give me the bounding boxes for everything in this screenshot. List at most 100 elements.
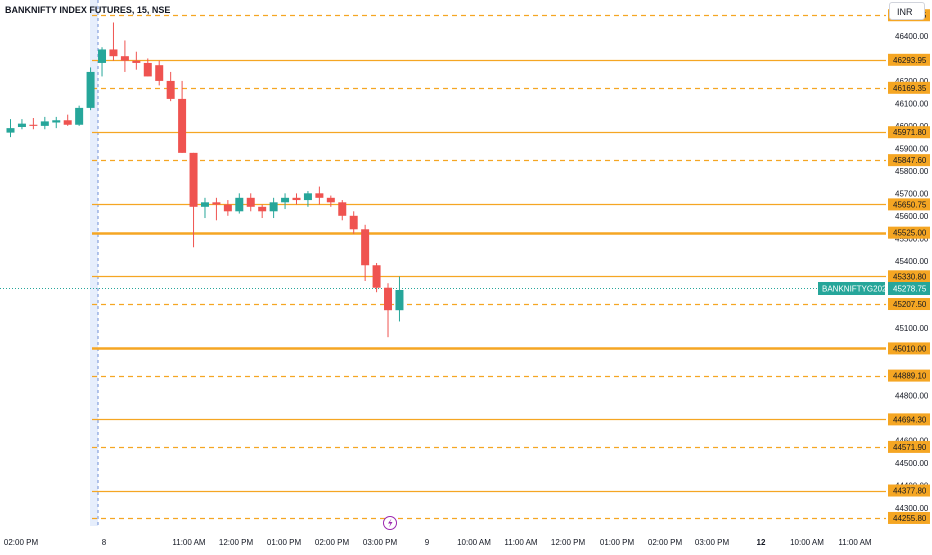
candle-12[interactable]	[143, 58, 152, 77]
svg-text:45650.75: 45650.75	[893, 200, 927, 209]
candle-33[interactable]	[384, 283, 393, 338]
candle-25[interactable]	[292, 193, 301, 205]
candle-16[interactable]	[189, 152, 198, 248]
candle-21[interactable]	[246, 193, 255, 212]
candle-3[interactable]	[40, 116, 49, 130]
candle-4[interactable]	[52, 116, 61, 129]
level-price-label: 44377.80	[888, 484, 930, 497]
candle-24[interactable]	[281, 193, 290, 210]
svg-text:45010.00: 45010.00	[893, 344, 927, 353]
candle-30[interactable]	[349, 211, 358, 234]
svg-text:44255.80: 44255.80	[893, 514, 927, 523]
svg-text:45847.60: 45847.60	[893, 156, 927, 165]
lightning-icon[interactable]	[383, 516, 397, 530]
level-price-label: 45525.00	[888, 226, 930, 239]
y-tick-label: 46400.00	[895, 32, 929, 41]
candle-11[interactable]	[132, 51, 141, 70]
x-tick-label: 02:00 PM	[315, 538, 350, 547]
candle-1[interactable]	[17, 119, 26, 130]
candle-14[interactable]	[166, 71, 175, 102]
x-tick-label: 12:00 PM	[219, 538, 254, 547]
y-tick-label: 46100.00	[895, 99, 929, 108]
x-tick-label: 03:00 PM	[363, 538, 398, 547]
candle-31[interactable]	[361, 224, 370, 281]
candle-8[interactable]	[98, 47, 107, 77]
x-tick-label: 12	[757, 538, 766, 547]
level-price-label: 46293.95	[888, 53, 930, 66]
candle-2[interactable]	[29, 118, 38, 130]
svg-text:45278.75: 45278.75	[893, 285, 927, 294]
y-tick-label: 45100.00	[895, 324, 929, 333]
candle-6[interactable]	[75, 105, 84, 126]
candle-18[interactable]	[212, 197, 221, 221]
svg-text:45330.80: 45330.80	[893, 272, 927, 281]
y-tick-label: 44300.00	[895, 504, 929, 513]
svg-text:46293.95: 46293.95	[893, 56, 927, 65]
x-tick-label: 02:00 PM	[4, 538, 39, 547]
x-tick-label: 8	[102, 538, 107, 547]
svg-text:45207.50: 45207.50	[893, 300, 927, 309]
y-tick-label: 45700.00	[895, 189, 929, 198]
svg-text:44571.90: 44571.90	[893, 443, 927, 452]
candle-28[interactable]	[326, 195, 335, 207]
candle-0[interactable]	[6, 119, 15, 138]
candle-26[interactable]	[303, 191, 312, 207]
level-price-label: 45847.60	[888, 154, 930, 167]
level-price-label: 45971.80	[888, 126, 930, 139]
x-tick-label: 11:00 AM	[172, 538, 206, 547]
candle-29[interactable]	[338, 200, 347, 221]
last-price-label: 45278.75	[888, 282, 930, 295]
candle-19[interactable]	[223, 200, 232, 216]
x-tick-label: 12:00 PM	[551, 538, 586, 547]
candle-5[interactable]	[63, 114, 72, 126]
candle-15[interactable]	[178, 80, 187, 153]
y-tick-label: 45500.00	[895, 234, 929, 243]
ticker-tag: BANKNIFTYG2024	[818, 282, 891, 295]
chart-title: BANKNIFTY INDEX FUTURES, 15, NSE	[5, 5, 171, 15]
svg-text:44889.10: 44889.10	[893, 372, 927, 381]
level-price-label: 45010.00	[888, 342, 930, 355]
svg-text:46169.35: 46169.35	[893, 84, 927, 93]
svg-text:45971.80: 45971.80	[893, 128, 927, 137]
svg-text:44694.30: 44694.30	[893, 415, 927, 424]
candle-22[interactable]	[258, 204, 267, 219]
candle-27[interactable]	[315, 186, 324, 205]
candle-34[interactable]	[395, 276, 404, 322]
x-tick-label: 11:00 AM	[838, 538, 872, 547]
y-tick-label: 45600.00	[895, 212, 929, 221]
level-price-label: 45207.50	[888, 298, 930, 311]
candle-23[interactable]	[269, 197, 278, 219]
level-price-label: 45650.75	[888, 198, 930, 211]
svg-text:45525.00: 45525.00	[893, 229, 927, 238]
candle-13[interactable]	[155, 60, 164, 86]
x-tick-label: 01:00 PM	[267, 538, 302, 547]
candle-32[interactable]	[372, 263, 381, 293]
level-price-label: 46169.35	[888, 81, 930, 94]
y-tick-label: 45800.00	[895, 167, 929, 176]
currency-button[interactable]: INR	[889, 2, 925, 20]
level-price-label: 45330.80	[888, 270, 930, 283]
x-tick-label: 9	[425, 538, 430, 547]
y-tick-label: 44800.00	[895, 392, 929, 401]
y-tick-label: 45400.00	[895, 257, 929, 266]
candle-17[interactable]	[200, 197, 209, 219]
y-tick-label: 46200.00	[895, 77, 929, 86]
level-price-label: 44255.80	[888, 511, 930, 524]
y-tick-label: 44500.00	[895, 459, 929, 468]
x-tick-label: 03:00 PM	[695, 538, 730, 547]
candle-9[interactable]	[109, 22, 118, 61]
candle-7[interactable]	[86, 67, 95, 111]
svg-text:BANKNIFTYG2024: BANKNIFTYG2024	[822, 285, 891, 294]
candle-10[interactable]	[120, 40, 129, 72]
level-price-label: 44571.90	[888, 440, 930, 453]
x-tick-label: 11:00 AM	[504, 538, 538, 547]
x-tick-label: 10:00 AM	[790, 538, 824, 547]
x-tick-label: 01:00 PM	[600, 538, 635, 547]
svg-text:44377.80: 44377.80	[893, 487, 927, 496]
level-price-label: 44694.30	[888, 413, 930, 426]
level-price-label: 44889.10	[888, 369, 930, 382]
y-tick-label: 45900.00	[895, 144, 929, 153]
candle-20[interactable]	[235, 193, 244, 214]
